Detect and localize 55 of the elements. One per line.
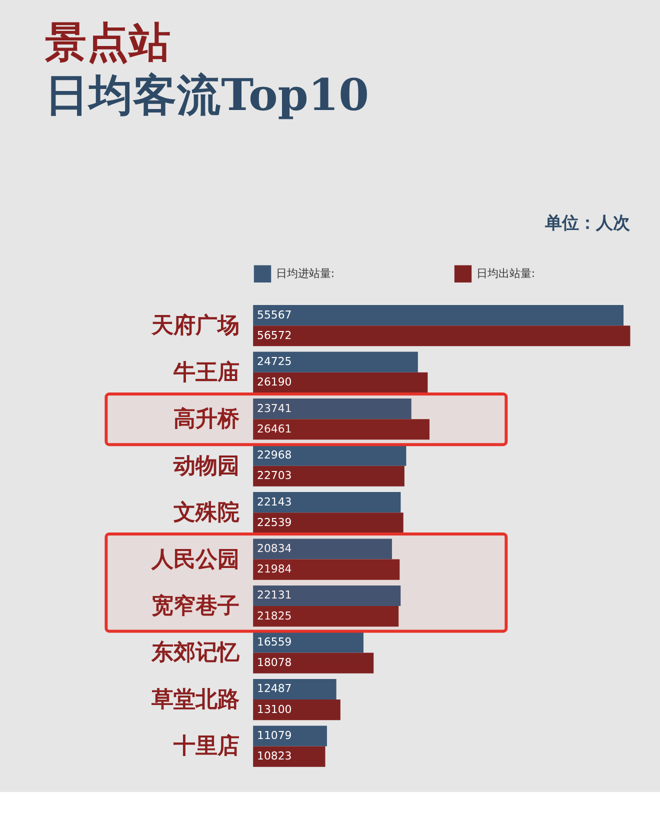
bar — [253, 726, 327, 746]
y-tick-label: 东郊记忆 — [150, 640, 241, 666]
bar — [253, 398, 412, 420]
data-label: 26461 — [257, 422, 292, 436]
data-label: 22131 — [257, 588, 292, 602]
data-label: 22143 — [257, 495, 292, 508]
bar — [253, 606, 399, 627]
bar — [253, 352, 418, 372]
y-tick-label: 人民公园 — [150, 547, 240, 572]
bar — [253, 305, 624, 326]
bar — [253, 700, 340, 720]
bar — [253, 512, 404, 534]
data-label: 22539 — [257, 516, 292, 529]
y-tick-label: 牛王庙 — [172, 359, 240, 386]
bar — [253, 445, 406, 466]
y-tick-label: 十里店 — [172, 733, 240, 760]
bar — [253, 372, 428, 393]
data-label: 16559 — [257, 635, 292, 648]
bar — [253, 746, 326, 767]
data-label: 21984 — [257, 562, 292, 576]
y-tick-label: 文殊院 — [172, 500, 240, 526]
data-label: 55567 — [257, 308, 292, 322]
data-label: 18078 — [257, 656, 292, 670]
data-label: 22968 — [257, 448, 292, 462]
y-tick-label: 动物园 — [172, 454, 240, 479]
chart-subtitle: 日均客流Top10 — [45, 70, 370, 122]
data-label: 23741 — [257, 402, 292, 415]
bar — [253, 632, 364, 653]
text: 单位：人次 — [544, 212, 632, 232]
y-tick-label: 天府广场 — [150, 312, 240, 339]
data-label: 56572 — [257, 328, 292, 342]
bar — [253, 652, 374, 674]
data-label: 10823 — [257, 750, 292, 763]
data-label: 20834 — [257, 542, 292, 556]
data-label: 22703 — [257, 469, 292, 482]
y-tick-label: 草堂北路 — [150, 687, 240, 712]
bar — [253, 419, 430, 440]
y-tick-label: 高升桥 — [174, 406, 241, 432]
data-label: 26190 — [257, 376, 292, 389]
legend-label: 日均进站量: — [276, 266, 335, 280]
chart-title: 景点站 — [44, 18, 172, 67]
bar — [253, 326, 630, 346]
legend-label: 日均出站量: — [476, 266, 536, 280]
data-label: 11079 — [257, 728, 292, 742]
data-label: 12487 — [257, 682, 292, 696]
data-label: 13100 — [257, 702, 292, 716]
bar — [253, 466, 404, 486]
y-tick-label: 宽窄巷子 — [152, 592, 240, 619]
bar — [253, 538, 392, 560]
data-label: 21825 — [257, 609, 292, 622]
bar — [253, 678, 336, 700]
bar — [253, 559, 400, 580]
bar — [253, 585, 401, 606]
data-label: 24725 — [257, 355, 292, 368]
bar — [253, 492, 401, 513]
